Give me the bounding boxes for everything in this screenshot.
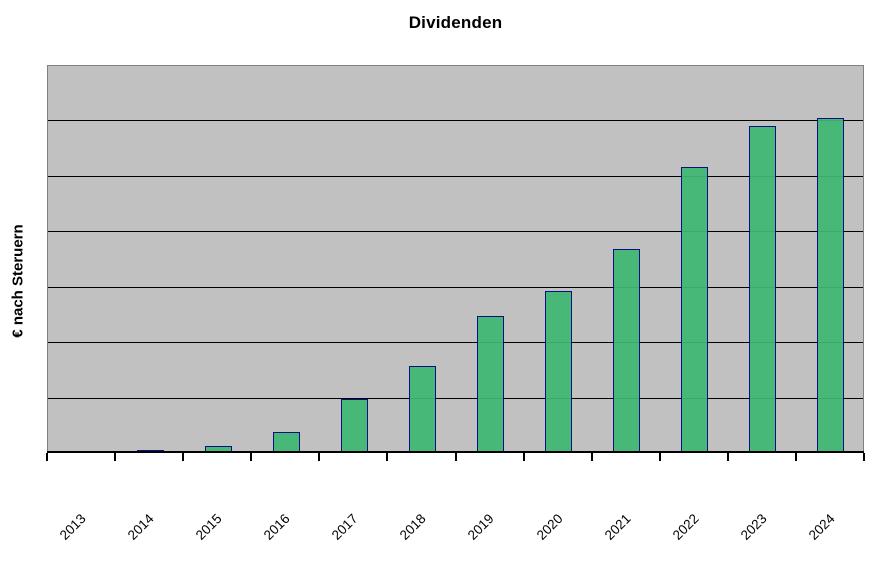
x-tick bbox=[590, 453, 593, 461]
gridline bbox=[48, 397, 863, 399]
x-tick bbox=[454, 453, 457, 461]
bar-2022 bbox=[681, 167, 709, 452]
gridline bbox=[48, 286, 863, 288]
x-tick bbox=[522, 453, 525, 461]
x-tick bbox=[726, 453, 729, 461]
plot-area bbox=[47, 65, 864, 453]
bar-2024 bbox=[817, 118, 845, 452]
gridline bbox=[48, 231, 863, 233]
bar-2017 bbox=[340, 399, 368, 452]
chart-title: Dividenden bbox=[408, 13, 503, 32]
x-tick bbox=[182, 453, 185, 461]
gridline bbox=[48, 175, 863, 177]
x-axis-line bbox=[47, 451, 864, 453]
x-tick bbox=[318, 453, 321, 461]
y-axis-title: € nach Steruern bbox=[9, 224, 27, 338]
x-tick bbox=[46, 453, 48, 461]
bar-2019 bbox=[477, 316, 505, 452]
x-tick bbox=[114, 453, 117, 461]
x-tick bbox=[658, 453, 661, 461]
x-tick bbox=[794, 453, 797, 461]
bar-2020 bbox=[545, 291, 573, 452]
x-tick bbox=[250, 453, 253, 461]
bar-2016 bbox=[272, 432, 300, 452]
bar-2018 bbox=[408, 366, 436, 452]
x-tick bbox=[386, 453, 389, 461]
bar-2023 bbox=[749, 126, 777, 452]
gridline bbox=[48, 342, 863, 344]
x-tick bbox=[863, 453, 865, 461]
gridline bbox=[48, 120, 863, 122]
bar-2021 bbox=[613, 249, 641, 452]
